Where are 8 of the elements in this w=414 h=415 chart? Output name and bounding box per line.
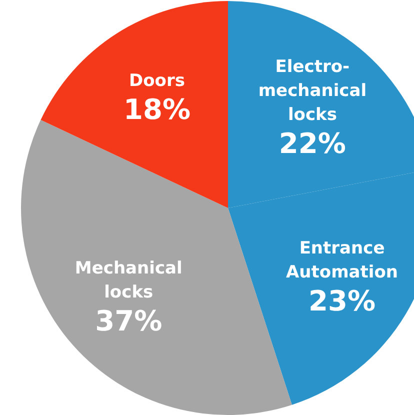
data-label: 37% — [95, 304, 162, 338]
data-label: 23% — [308, 284, 376, 318]
slice-label: Mechanical locks — [74, 258, 182, 303]
slice-label: Doors — [129, 71, 186, 92]
slice-label: Entrance Automation — [286, 238, 398, 282]
data-label: 22% — [278, 126, 346, 160]
slice-label: Electro-mechanical locks — [258, 56, 367, 125]
data-label: 18% — [124, 93, 191, 126]
